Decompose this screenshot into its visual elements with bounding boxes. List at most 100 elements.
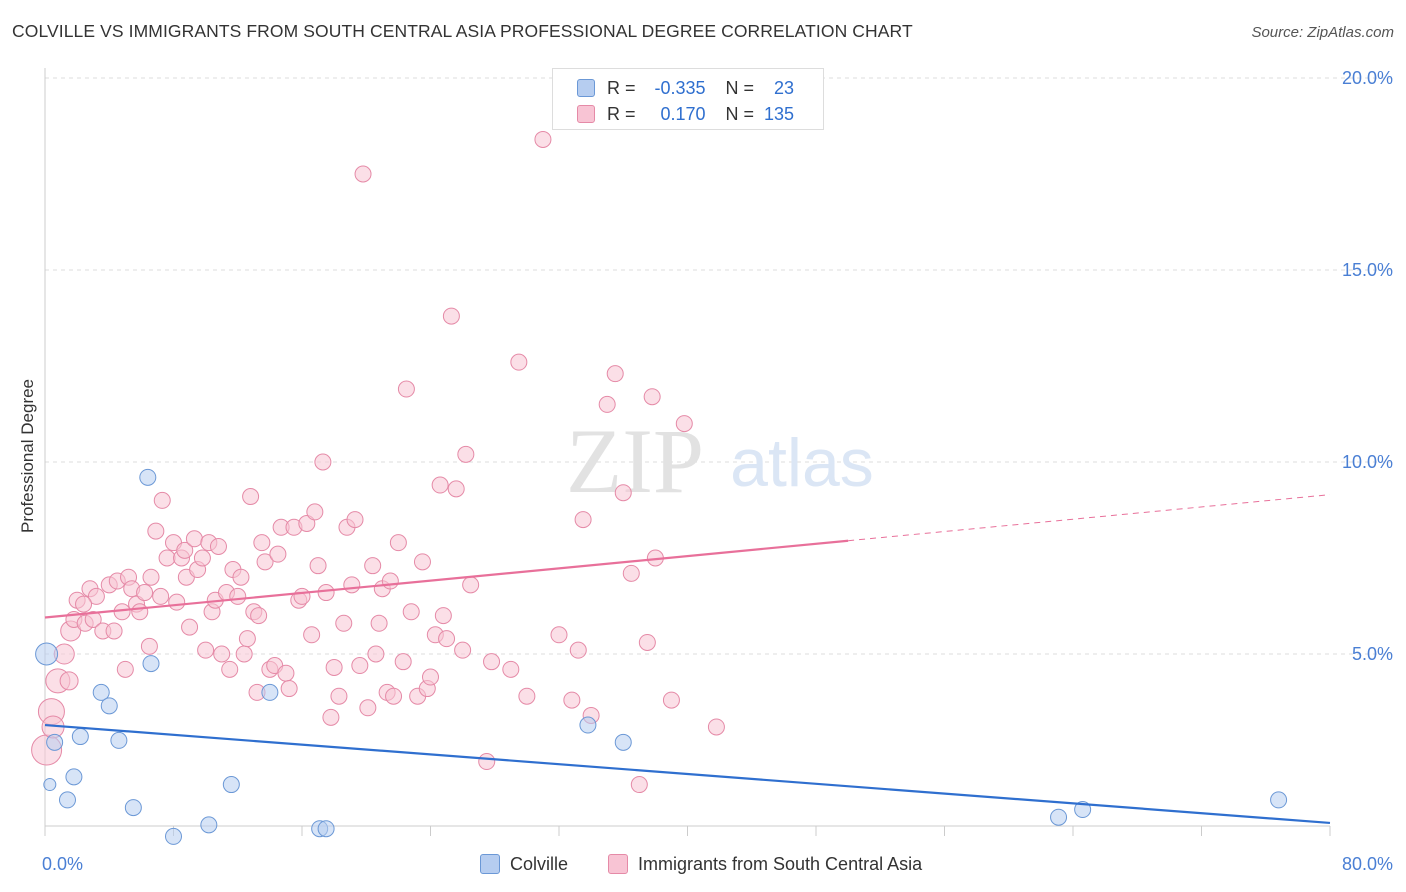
data-point-immigrants	[250, 607, 268, 625]
data-point-immigrants	[462, 576, 480, 594]
data-point-immigrants	[447, 480, 465, 498]
legend-r-label: R =	[607, 77, 636, 98]
data-point-immigrants	[147, 522, 165, 540]
data-point-immigrants	[502, 660, 520, 678]
data-point-colville	[92, 683, 110, 701]
data-point-immigrants	[213, 645, 231, 663]
data-point-immigrants	[335, 614, 353, 632]
data-point-immigrants	[370, 614, 388, 632]
data-point-immigrants	[434, 607, 452, 625]
data-point-immigrants	[298, 514, 316, 532]
data-point-immigrants	[153, 491, 171, 509]
data-point-immigrants	[303, 626, 321, 644]
data-point-immigrants	[209, 537, 227, 555]
data-point-colville	[1050, 808, 1068, 826]
data-point-immigrants	[176, 541, 194, 559]
data-point-immigrants	[707, 718, 725, 736]
data-point-immigrants	[317, 584, 335, 602]
data-point-colville	[71, 728, 89, 746]
legend-n-value: 135	[763, 103, 795, 124]
data-point-immigrants	[325, 658, 343, 676]
trend-line-immigrants-extrapolated	[848, 494, 1331, 542]
data-point-immigrants	[534, 130, 552, 148]
trend-line-immigrants	[44, 539, 849, 619]
data-point-immigrants	[662, 691, 680, 709]
data-point-immigrants	[116, 660, 134, 678]
data-point-immigrants	[306, 503, 324, 521]
data-point-immigrants	[235, 645, 253, 663]
source-attribution: Source: ZipAtlas.com	[1251, 24, 1394, 41]
data-point-immigrants	[105, 622, 123, 640]
data-point-immigrants	[454, 641, 472, 659]
data-point-immigrants	[221, 660, 239, 678]
legend-swatch-immigrants	[577, 105, 595, 123]
data-point-immigrants	[563, 691, 581, 709]
data-point-immigrants	[630, 776, 648, 794]
chart-title: COLVILLE VS IMMIGRANTS FROM SOUTH CENTRA…	[12, 21, 913, 41]
data-point-immigrants	[622, 564, 640, 582]
data-point-immigrants	[131, 603, 149, 621]
data-point-immigrants	[232, 568, 250, 586]
data-point-colville	[165, 827, 182, 845]
data-point-immigrants	[457, 445, 475, 463]
data-point-immigrants	[389, 534, 407, 552]
data-point-immigrants	[397, 380, 415, 398]
data-point-immigrants	[84, 610, 102, 628]
legend-r-value: 0.170	[660, 103, 706, 124]
data-point-immigrants	[385, 687, 403, 705]
data-point-colville	[58, 791, 76, 809]
data-point-immigrants	[413, 553, 431, 571]
data-point-immigrants	[253, 534, 271, 552]
bottom-legend-label-immigrants: Immigrants from South Central Asia	[638, 853, 923, 874]
data-point-immigrants	[598, 395, 616, 413]
axes	[44, 68, 1331, 836]
legend-r-label: R =	[607, 103, 636, 124]
watermark: ZIP atlas	[566, 410, 874, 512]
data-point-colville	[1270, 791, 1288, 809]
data-point-immigrants	[75, 595, 93, 613]
data-point-immigrants	[277, 664, 295, 682]
series-colville-points	[35, 468, 1288, 845]
data-point-immigrants	[606, 365, 624, 383]
data-point-immigrants	[422, 668, 439, 686]
legend-n-label: N =	[725, 77, 755, 98]
data-point-immigrants	[322, 708, 340, 726]
data-point-immigrants	[256, 553, 274, 571]
data-point-immigrants	[314, 453, 332, 471]
data-point-colville	[139, 468, 157, 486]
legend-swatch-colville	[577, 79, 595, 97]
data-point-immigrants	[140, 637, 158, 655]
gridlines	[45, 77, 1392, 655]
data-point-colville	[43, 778, 57, 792]
bottom-legend-swatch-colville	[480, 854, 500, 874]
data-point-immigrants	[364, 557, 382, 575]
data-point-immigrants	[569, 641, 587, 659]
stats-legend: R = -0.335 N = 23 R = 0.170 N = 135	[552, 68, 824, 130]
data-point-immigrants	[346, 511, 364, 529]
data-point-immigrants	[402, 603, 420, 621]
data-point-immigrants	[269, 545, 287, 563]
bottom-legend-immigrants: Immigrants from South Central Asia	[608, 852, 922, 876]
data-point-immigrants	[158, 549, 176, 567]
data-point-colville	[614, 733, 632, 751]
bottom-legend-swatch-immigrants	[608, 854, 628, 874]
data-point-immigrants	[394, 653, 412, 671]
data-point-colville	[317, 820, 335, 838]
data-point-colville	[200, 816, 218, 834]
x-tick-label: 0.0%	[42, 854, 83, 874]
data-point-immigrants	[185, 530, 203, 548]
data-point-immigrants	[354, 165, 372, 183]
data-point-immigrants	[238, 630, 256, 648]
data-point-immigrants	[293, 587, 311, 605]
y-tick-label: 10.0%	[1342, 452, 1393, 472]
data-point-colville	[142, 655, 160, 673]
data-point-immigrants	[59, 671, 79, 691]
data-point-immigrants	[431, 476, 449, 494]
y-tick-label: 5.0%	[1352, 644, 1393, 664]
data-point-immigrants	[483, 653, 501, 671]
data-point-immigrants	[330, 687, 348, 705]
data-point-immigrants	[142, 568, 160, 586]
data-point-colville	[35, 642, 59, 666]
legend-row-colville: R = -0.335 N = 23	[577, 76, 794, 100]
y-tick-label: 20.0%	[1342, 68, 1393, 88]
